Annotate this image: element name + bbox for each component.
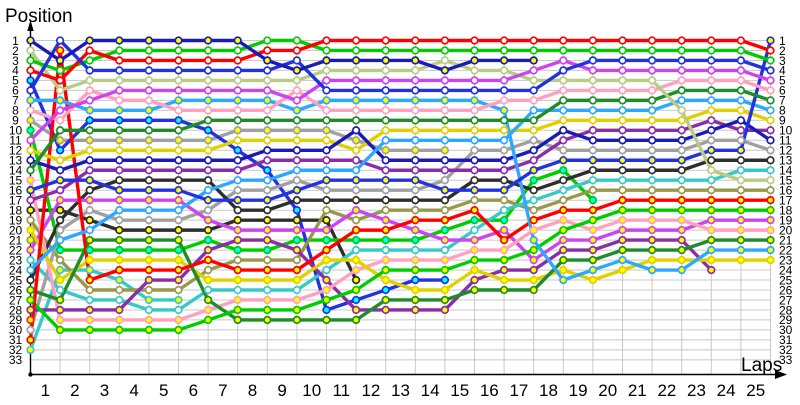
svg-text:26: 26	[779, 283, 793, 297]
svg-text:8: 8	[779, 104, 786, 118]
svg-text:14: 14	[9, 164, 23, 178]
svg-text:5: 5	[159, 381, 168, 400]
svg-text:32: 32	[9, 343, 23, 357]
svg-text:10: 10	[302, 381, 321, 400]
svg-text:18: 18	[539, 381, 558, 400]
svg-text:12: 12	[779, 144, 793, 158]
svg-text:6: 6	[779, 84, 786, 98]
svg-text:20: 20	[9, 223, 23, 237]
svg-text:9: 9	[779, 114, 786, 128]
svg-text:24: 24	[717, 381, 736, 400]
svg-text:3: 3	[100, 381, 109, 400]
svg-text:8: 8	[248, 381, 257, 400]
svg-text:19: 19	[779, 213, 793, 227]
svg-text:25: 25	[9, 273, 23, 287]
svg-text:33: 33	[9, 353, 23, 367]
svg-text:14: 14	[421, 381, 440, 400]
svg-text:10: 10	[779, 124, 793, 138]
svg-text:13: 13	[779, 154, 793, 168]
svg-text:5: 5	[779, 74, 786, 88]
svg-text:3: 3	[779, 54, 786, 68]
svg-text:23: 23	[779, 253, 793, 267]
svg-text:30: 30	[779, 323, 793, 337]
svg-text:29: 29	[9, 313, 23, 327]
svg-text:14: 14	[779, 164, 793, 178]
svg-text:12: 12	[361, 381, 380, 400]
svg-text:19: 19	[569, 381, 588, 400]
svg-text:10: 10	[9, 124, 23, 138]
svg-text:22: 22	[9, 243, 23, 257]
svg-text:24: 24	[779, 263, 793, 277]
svg-text:13: 13	[391, 381, 410, 400]
svg-text:4: 4	[779, 64, 786, 78]
svg-text:12: 12	[9, 144, 23, 158]
svg-text:2: 2	[779, 44, 786, 58]
svg-text:16: 16	[779, 184, 793, 198]
svg-text:27: 27	[9, 293, 23, 307]
svg-text:22: 22	[779, 243, 793, 257]
svg-text:24: 24	[9, 263, 23, 277]
svg-text:1: 1	[41, 381, 50, 400]
svg-text:3: 3	[12, 54, 19, 68]
svg-text:2: 2	[70, 381, 79, 400]
svg-text:11: 11	[9, 134, 22, 148]
svg-text:23: 23	[9, 253, 23, 267]
svg-text:Position: Position	[5, 6, 73, 27]
svg-text:7: 7	[218, 381, 227, 400]
svg-text:25: 25	[779, 273, 793, 287]
svg-text:17: 17	[779, 194, 793, 208]
svg-text:Laps: Laps	[741, 355, 782, 376]
svg-text:15: 15	[779, 174, 793, 188]
svg-text:32: 32	[779, 343, 793, 357]
svg-text:1: 1	[12, 34, 19, 48]
svg-text:8: 8	[12, 104, 19, 118]
svg-text:19: 19	[9, 213, 23, 227]
svg-text:4: 4	[12, 64, 19, 78]
svg-text:16: 16	[480, 381, 499, 400]
svg-text:1: 1	[779, 34, 786, 48]
svg-text:27: 27	[779, 293, 793, 307]
svg-text:11: 11	[332, 381, 350, 400]
svg-text:25: 25	[746, 381, 765, 400]
svg-text:13: 13	[9, 154, 23, 168]
svg-text:29: 29	[779, 313, 793, 327]
svg-text:17: 17	[9, 194, 23, 208]
svg-text:33: 33	[779, 353, 793, 367]
svg-text:23: 23	[687, 381, 706, 400]
svg-text:31: 31	[779, 333, 793, 347]
svg-text:5: 5	[12, 74, 19, 88]
svg-text:11: 11	[779, 134, 792, 148]
svg-text:7: 7	[779, 94, 786, 108]
svg-text:9: 9	[277, 381, 286, 400]
svg-text:21: 21	[9, 233, 23, 247]
svg-text:28: 28	[779, 303, 793, 317]
svg-text:2: 2	[12, 44, 19, 58]
svg-text:18: 18	[9, 204, 23, 218]
svg-text:30: 30	[9, 323, 23, 337]
svg-text:20: 20	[598, 381, 617, 400]
svg-text:15: 15	[450, 381, 469, 400]
svg-text:4: 4	[129, 381, 138, 400]
svg-text:21: 21	[779, 233, 793, 247]
svg-text:20: 20	[779, 223, 793, 237]
svg-text:17: 17	[509, 381, 528, 400]
svg-text:26: 26	[9, 283, 23, 297]
svg-text:21: 21	[628, 381, 647, 400]
svg-text:22: 22	[657, 381, 676, 400]
svg-text:16: 16	[9, 184, 23, 198]
svg-text:31: 31	[9, 333, 23, 347]
svg-text:9: 9	[12, 114, 19, 128]
svg-text:18: 18	[779, 204, 793, 218]
svg-text:15: 15	[9, 174, 23, 188]
svg-text:28: 28	[9, 303, 23, 317]
svg-text:6: 6	[12, 84, 19, 98]
svg-text:6: 6	[189, 381, 198, 400]
svg-text:7: 7	[12, 94, 19, 108]
